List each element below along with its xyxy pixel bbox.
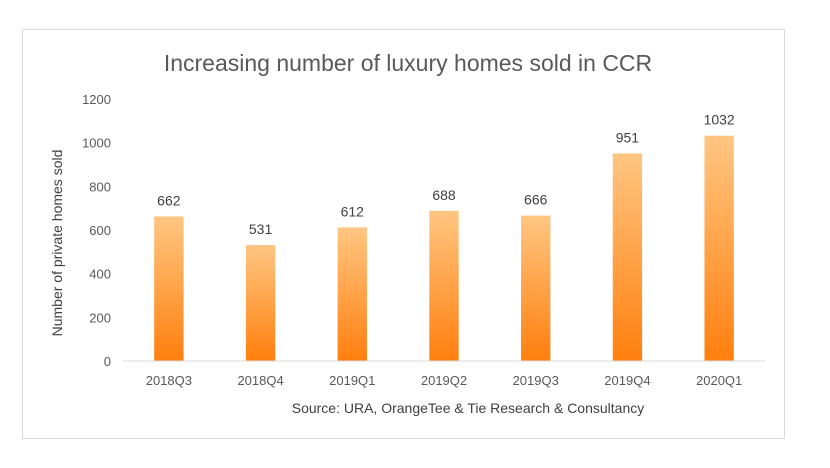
y-tick-label: 0: [104, 354, 111, 369]
y-tick-label: 1200: [82, 92, 111, 107]
bar: [612, 153, 643, 361]
category-label: 2018Q4: [237, 373, 283, 388]
bar: [245, 245, 276, 361]
data-label: 666: [524, 192, 548, 208]
category-label: 2020Q1: [696, 373, 742, 388]
category-label: 2019Q2: [421, 373, 467, 388]
bar-chart: Increasing number of luxury homes sold i…: [49, 50, 765, 416]
y-tick-label: 800: [89, 179, 111, 194]
chart-frame: Increasing number of luxury homes sold i…: [22, 29, 785, 439]
chart-title: Increasing number of luxury homes sold i…: [164, 50, 652, 76]
category-label: 2018Q3: [146, 373, 192, 388]
y-tick-label: 400: [89, 267, 111, 282]
data-labels: 662 531 612 688 666 951 1032: [157, 112, 735, 237]
bar: [429, 210, 459, 361]
y-tick-label: 1000: [82, 136, 111, 151]
y-tick-label: 600: [89, 223, 111, 238]
y-axis-label: Number of private homes sold: [49, 150, 65, 337]
data-label: 951: [616, 129, 640, 145]
data-label: 612: [341, 203, 365, 219]
bar: [521, 215, 551, 361]
data-label: 531: [249, 221, 273, 237]
y-axis-ticks: 0 200 400 600 800 1000 1200: [82, 92, 111, 369]
category-label: 2019Q1: [329, 373, 375, 388]
category-labels: 2018Q3 2018Q4 2019Q1 2019Q2 2019Q3 2019Q4 2020…: [146, 373, 743, 388]
category-label: 2019Q3: [513, 373, 559, 388]
bar: [704, 135, 734, 361]
data-label: 1032: [704, 112, 735, 128]
data-label: 662: [157, 192, 181, 208]
source-note: Source: URA, OrangeTee & Tie Research & …: [292, 400, 645, 416]
data-label: 688: [432, 187, 456, 203]
bars: [154, 135, 734, 361]
bar: [154, 216, 184, 361]
category-label: 2019Q4: [604, 373, 650, 388]
y-tick-label: 200: [89, 310, 111, 325]
bar: [337, 227, 367, 361]
